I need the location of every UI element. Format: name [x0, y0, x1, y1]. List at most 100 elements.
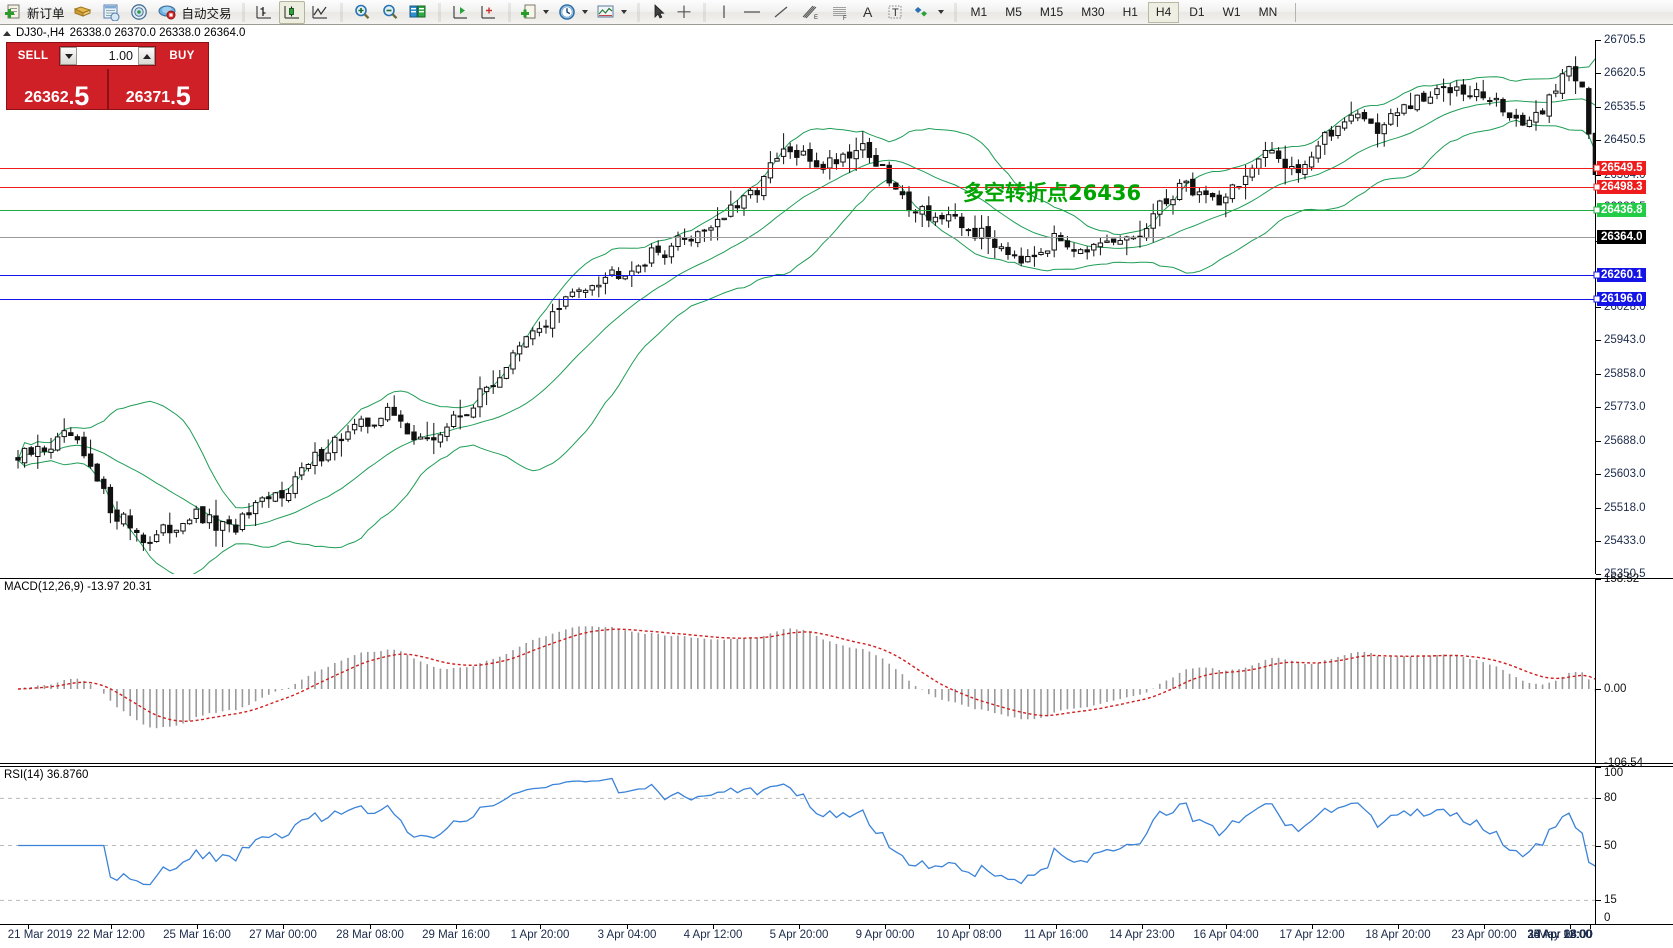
time-axis-tick [969, 925, 970, 929]
zoom-in-button[interactable] [349, 1, 375, 24]
time-axis-tick-label: 22 Mar 12:00 [77, 929, 145, 941]
fibonacci-button[interactable]: F [826, 1, 854, 24]
timeframe-m15[interactable]: M15 [1039, 5, 1064, 19]
chevron-down-icon[interactable] [542, 10, 549, 14]
price-level-tag[interactable]: 26498.3 [1597, 180, 1646, 194]
rsi-pane[interactable]: RSI(14) 36.8760 100 80 50 15 0 [0, 766, 1673, 925]
price-level-tag[interactable]: 26364.0 [1597, 230, 1646, 244]
price-level-tag[interactable]: 26549.5 [1597, 161, 1646, 175]
macd-axis[interactable]: 158.52 0.00 -106.54 [1595, 573, 1673, 769]
price-level-handle[interactable] [1593, 206, 1601, 214]
macd-signal-line [17, 628, 1595, 723]
price-level-tag[interactable]: 26260.1 [1597, 268, 1646, 282]
macd-axis-tick [1596, 579, 1601, 580]
timeframe-w1[interactable]: W1 [1222, 5, 1241, 19]
time-axis-tick [1312, 925, 1313, 929]
shapes-button[interactable] [910, 1, 947, 24]
timeframe-d1[interactable]: D1 [1189, 5, 1205, 19]
lot-size-stepper[interactable]: 1.00 [59, 46, 156, 66]
chevron-down-icon[interactable] [620, 10, 627, 14]
price-level-tag[interactable]: 26436.8 [1597, 203, 1646, 217]
price-level-line[interactable] [0, 168, 1595, 169]
price-axis[interactable]: 26705.526620.526535.526450.526364.026280… [1593, 34, 1673, 580]
auto-scroll-button[interactable] [475, 1, 501, 24]
price-level-handle[interactable] [1593, 183, 1601, 191]
vertical-line-button[interactable] [712, 1, 736, 24]
price-level-line[interactable] [0, 237, 1595, 238]
trendline-button[interactable] [768, 1, 794, 24]
one-click-trading-panel[interactable]: SELL 1.00 BUY 26362 . 5 26371 . 5 [6, 42, 209, 110]
cursor-button[interactable] [646, 1, 670, 24]
price-level-tag[interactable]: 26196.0 [1597, 292, 1646, 306]
price-axis-tick [1596, 440, 1601, 442]
crosshair-button[interactable] [672, 1, 696, 24]
horizontal-line-button[interactable] [738, 1, 766, 24]
text-button[interactable]: A [856, 1, 880, 24]
period-separators-button[interactable] [554, 1, 591, 24]
navigator-button[interactable] [126, 1, 152, 24]
price-candlestick-svg [15, 56, 1595, 574]
open-data-folder-button[interactable] [70, 1, 96, 24]
macd-plot-area[interactable] [0, 579, 1595, 763]
line-chart-button[interactable] [307, 1, 333, 24]
price-axis-tick [1596, 474, 1601, 476]
chart-shift-icon [452, 6, 467, 19]
price-level-line[interactable] [0, 299, 1595, 300]
svg-text:F: F [843, 16, 847, 21]
equidistant-channel-button[interactable]: E [796, 1, 824, 24]
period-separators-icon [558, 4, 575, 20]
zoom-out-button[interactable] [377, 1, 403, 24]
buy-price[interactable]: 26371 . 5 [109, 69, 209, 109]
time-axis-tick [1226, 925, 1227, 929]
bar-chart-button[interactable] [251, 1, 277, 24]
rsi-plot-area[interactable] [0, 767, 1595, 924]
price-pane[interactable]: 26705.526620.526535.526450.526364.026280… [0, 34, 1673, 580]
lot-decrement-button[interactable] [60, 47, 77, 65]
chevron-down-icon[interactable] [937, 10, 944, 14]
timeframe-m5[interactable]: M5 [1005, 5, 1022, 19]
price-level-handle[interactable] [1593, 295, 1601, 303]
timeframe-mn[interactable]: MN [1258, 5, 1278, 19]
timeframe-m1[interactable]: M1 [970, 5, 988, 19]
price-level-line[interactable] [0, 275, 1595, 276]
rsi-axis[interactable]: 100 80 50 15 0 [1595, 767, 1673, 925]
price-axis-tick-label: 25350.5 [1604, 568, 1646, 580]
price-level-handle[interactable] [1593, 164, 1601, 172]
sell-button[interactable]: SELL [17, 50, 49, 62]
autotrading-button[interactable]: 自动交易 [154, 1, 235, 24]
horizontal-line-icon [743, 11, 760, 13]
buy-button[interactable]: BUY [169, 50, 195, 62]
auto-scroll-icon [480, 6, 495, 19]
timeframe-h4[interactable]: H4 [1147, 1, 1180, 23]
price-plot-area[interactable] [0, 40, 1595, 574]
lot-size-input[interactable]: 1.00 [108, 49, 133, 63]
timeframe-h1[interactable]: H1 [1122, 5, 1138, 19]
time-axis[interactable]: 21 Mar 2019 22 Mar 12:00 25 Mar 16:00 27 Ma… [0, 924, 1673, 948]
price-level-line[interactable] [0, 210, 1595, 211]
indicators-button[interactable] [593, 1, 630, 24]
price-axis-tick [1596, 407, 1601, 409]
crosshair-icon [677, 5, 691, 18]
rsi-axis-tick-label: 15 [1604, 894, 1617, 907]
new-order-button[interactable]: 新订单 [1, 1, 68, 24]
chevron-down-icon[interactable] [581, 10, 588, 14]
price-level-handle[interactable] [1593, 271, 1601, 279]
collapse-triangle-icon[interactable] [3, 30, 11, 36]
sell-price[interactable]: 26362 . 5 [7, 69, 109, 109]
macd-pane[interactable]: MACD(12,26,9) -13.97 20.31 158.52 0.00 -10… [0, 573, 1673, 769]
chart-shift-button[interactable] [447, 1, 473, 24]
buy-price-separator: . [170, 87, 176, 109]
line-chart-icon [311, 6, 327, 19]
text-label-button[interactable]: T [882, 1, 908, 24]
lot-increment-button[interactable] [138, 47, 155, 65]
rsi-axis-tick [1596, 798, 1601, 800]
open-data-folder-icon [73, 6, 91, 17]
candlestick-chart-button[interactable] [278, 0, 305, 24]
chart-ohlc-label: 26338.0 26370.0 26338.0 26364.0 [69, 27, 246, 39]
market-watch-button[interactable] [98, 1, 124, 24]
new-template-button[interactable] [517, 1, 552, 24]
price-level-line[interactable] [0, 187, 1595, 188]
time-axis-tick-label: 11 Apr 16:00 [1023, 929, 1089, 941]
tile-windows-button[interactable] [405, 1, 431, 24]
timeframe-m30[interactable]: M30 [1081, 5, 1105, 19]
